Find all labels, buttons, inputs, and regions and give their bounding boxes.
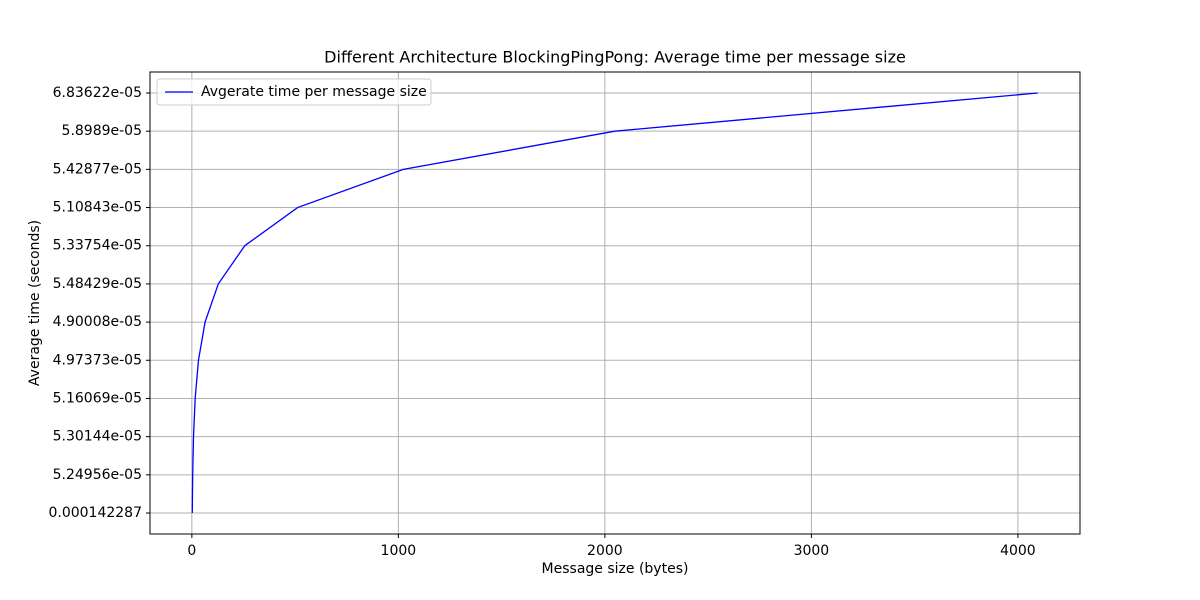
y-tick-label: 5.24956e-05 bbox=[53, 467, 142, 483]
y-tick-label: 0.000142287 bbox=[48, 505, 142, 521]
y-tick-label: 4.97373e-05 bbox=[53, 352, 142, 368]
plot bbox=[191, 92, 1038, 514]
y-tick-label: 5.8989e-05 bbox=[62, 123, 142, 139]
y-tick-label: 5.30144e-05 bbox=[53, 429, 142, 445]
grid bbox=[150, 72, 1080, 534]
y-tick-label: 5.16069e-05 bbox=[53, 390, 142, 406]
data-line bbox=[191, 92, 1038, 514]
x-tick-label: 0 bbox=[187, 543, 196, 559]
y-axis-label: Average time (seconds) bbox=[27, 220, 43, 386]
y-tick-label: 6.83622e-05 bbox=[53, 85, 142, 101]
x-tick-label: 4000 bbox=[1000, 543, 1036, 559]
y-tick-label: 4.90008e-05 bbox=[53, 314, 142, 330]
x-tick-label: 1000 bbox=[381, 543, 417, 559]
y-tick-label: 5.10843e-05 bbox=[53, 200, 142, 216]
y-tick-label: 5.42877e-05 bbox=[53, 161, 142, 177]
x-tick-label: 3000 bbox=[794, 543, 830, 559]
x-axis-label: Message size (bytes) bbox=[542, 561, 689, 577]
legend: Avgerate time per message size bbox=[156, 78, 432, 106]
axes-frame bbox=[149, 71, 1081, 535]
chart-title: Different Architecture BlockingPingPong:… bbox=[324, 48, 906, 67]
legend-box bbox=[156, 78, 432, 106]
y-tick-label: 5.33754e-05 bbox=[53, 238, 142, 254]
y-tick-label: 5.48429e-05 bbox=[53, 276, 142, 292]
x-tick-label: 2000 bbox=[587, 543, 623, 559]
legend-label: Avgerate time per message size bbox=[201, 84, 427, 100]
